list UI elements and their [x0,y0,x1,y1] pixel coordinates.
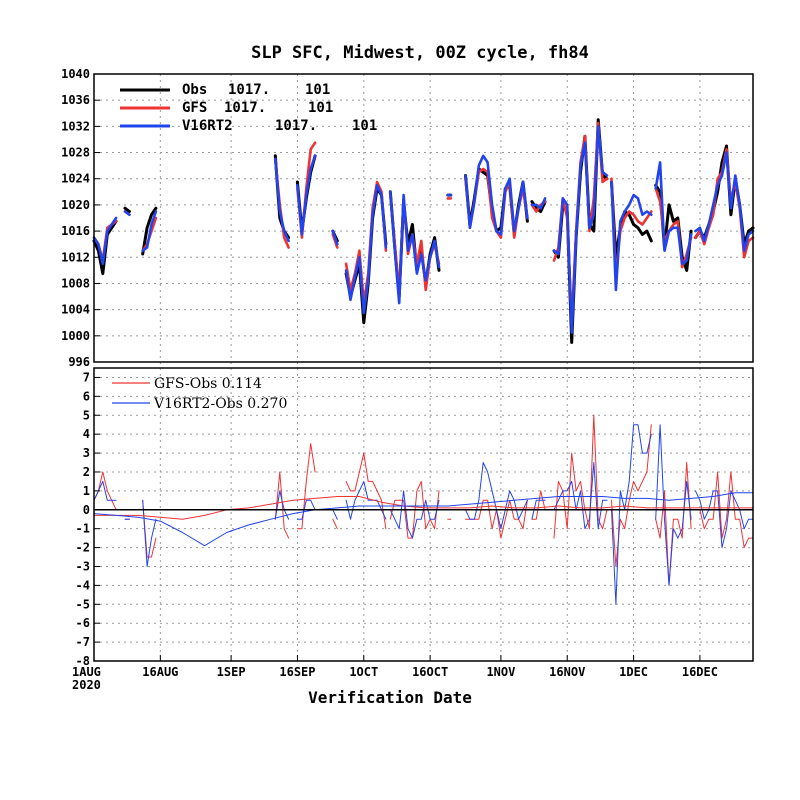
y-tick-label: -1 [76,522,90,536]
top-panel-frame [93,73,754,363]
v16-minus-obs-line [296,499,316,520]
y-tick-label: 1028 [61,146,90,160]
gfs-minus-obs-line [296,443,316,530]
v16-line [530,197,547,210]
y-tick-label: 0 [83,503,90,517]
gfs-legend-stat-count: 101 [308,100,333,116]
y-tick-label: -3 [76,559,90,573]
v16-line [296,154,317,236]
gfs-legend-name: GFS [182,100,207,116]
x-tick-label: 1AUG [72,665,101,679]
obs-line [123,206,131,213]
y-tick-label: -4 [76,578,90,592]
v16-legend-name: V16RT2 [182,118,233,134]
y-tick-label: -8 [76,654,90,668]
obs-legend-stat-count: 101 [305,82,330,98]
gfs-legend-stat-mean: 1017. [224,100,266,116]
v16-minus-obs-line [611,424,652,605]
gfs-minus-obs-line [611,424,652,567]
x-axis-label: Verification Date [308,688,472,707]
y-tick-label: 1016 [61,224,90,238]
chart-title: SLP SFC, Midwest, 00Z cycle, fh84 [251,43,589,63]
v16-line [141,210,158,252]
y-tick-label: 4 [83,427,90,441]
v16-line [123,210,131,216]
x-tick-label: 16AUG [142,665,178,679]
x-tick-label: 16SEP [279,665,315,679]
obs-legend-stat-mean: 1017. [228,82,270,98]
y-tick-label: 1032 [61,119,90,133]
v16-minus-obs-line [553,462,608,530]
v16-minus-obs-line [274,490,290,520]
y-tick-label: 1040 [61,67,90,81]
v16-minus-obs-line [345,480,387,520]
bottom-panel-frame [93,367,754,662]
v16-running-mean [93,492,754,547]
gfs-minus-obs-line [345,452,387,530]
legends: Obs 1017. 101 GFS 1017. 101 V16RT2 1017. 101 GFS-… [112,82,377,412]
x-tick-label: 1DEC [619,665,648,679]
obs-line [141,206,158,256]
v16-minus-obs-line [142,499,157,567]
y-tick-label: -2 [76,541,90,555]
y-tick-label: -7 [76,635,90,649]
y-tick-label: 1 [83,484,90,498]
axes: 9961000100410081012101610201024102810321… [61,67,754,692]
v16-line [389,190,441,305]
v16-line [464,154,529,236]
y-tick-label: 1024 [61,172,90,186]
v16-legend-stat-count: 101 [352,118,377,134]
y-tick-label: -5 [76,597,90,611]
v16-line [654,161,693,266]
v16-minus-obs-line [93,480,117,501]
y-tick-label: 5 [83,408,90,422]
x-tick-label: 1NOV [486,665,515,679]
gfs-minus-obs-line [531,490,546,520]
v16-line [344,184,388,315]
y-tick-label: 1020 [61,198,90,212]
gridlines [94,74,753,661]
gfs-minus-obs-line [655,462,692,586]
v16-line [694,151,755,252]
v16-line [331,229,339,246]
gfs-running-mean [93,496,754,520]
y-tick-label: 6 [83,389,90,403]
y-tick-label: 2 [83,465,90,479]
y-tick-label: 1036 [61,93,90,107]
y-tick-label: 3 [83,446,90,460]
v16-line [92,216,118,266]
gfs-diff-legend-label: GFS-Obs 0.114 [154,376,262,392]
v16-minus-obs-line [332,509,338,520]
y-tick-label: 996 [68,355,90,369]
y-tick-label: 1008 [61,276,90,290]
v16-minus-obs-line [695,490,754,549]
gfs-minus-obs-line [332,518,338,530]
gfs-minus-obs-line [389,480,440,539]
obs-legend-name: Obs [182,82,207,98]
v16-line [274,157,290,243]
y-tick-label: 7 [83,370,90,384]
v16-diff-legend-label: V16RT2-Obs 0.270 [153,396,287,412]
y-tick-label: -6 [76,616,90,630]
v16-line [552,125,609,334]
x-tick-label: 16OCT [412,665,448,679]
x-tick-year-label: 2020 [72,678,101,692]
x-tick-label: 16NOV [549,665,585,679]
y-tick-label: 1004 [61,303,90,317]
v16-minus-obs-line [655,424,692,586]
v16-line [610,180,653,292]
v16-minus-obs-line [389,490,440,539]
v16-legend-stat-mean: 1017. [275,118,317,134]
gfs-minus-obs-line [695,471,754,549]
x-tick-label: 1OCT [349,665,378,679]
y-tick-label: 1000 [61,329,90,343]
y-tick-label: 1012 [61,250,90,264]
x-tick-label: 1SEP [217,665,246,679]
x-tick-label: 16DEC [682,665,718,679]
